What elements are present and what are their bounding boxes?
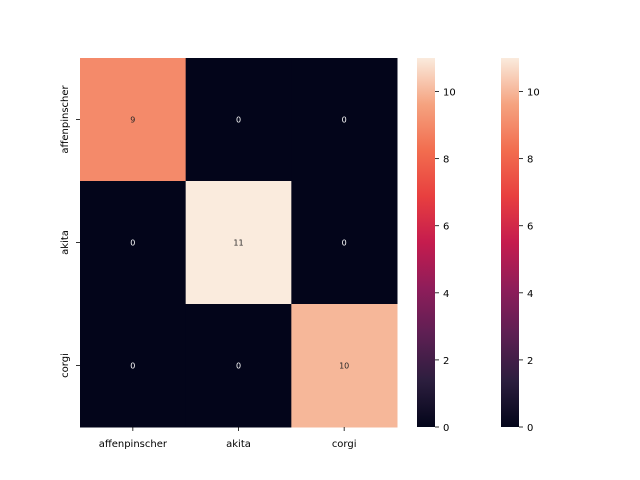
cell-annotation: 0: [342, 239, 347, 248]
colorbar-tick-label: 2: [527, 356, 533, 367]
heatmap-cell: [291, 181, 398, 305]
heatmap-cell: [185, 58, 292, 182]
colorbar-tick-label: 10: [443, 88, 456, 99]
x-tick-label: akita: [226, 439, 251, 450]
heatmap-cell: [185, 181, 292, 305]
cell-annotation: 0: [130, 362, 135, 371]
colorbar-tick-label: 6: [527, 222, 533, 233]
colorbar-tick-label: 8: [443, 155, 449, 166]
y-tick-label: corgi: [60, 353, 71, 378]
colorbar-tick-label: 2: [443, 356, 449, 367]
colorbar-tick-label: 0: [527, 423, 533, 434]
x-tick-label: affenpinscher: [99, 439, 168, 450]
y-axis: affenpinscher akita corgi: [60, 84, 80, 378]
cell-annotation: 0: [342, 116, 347, 125]
heatmap-cell: [291, 304, 398, 428]
heatmap-cell: [80, 304, 187, 428]
colorbar: 0 2 4 6 8 10: [501, 58, 540, 434]
x-axis: affenpinscher akita corgi: [99, 427, 357, 450]
cell-annotation: 9: [130, 116, 135, 125]
cell-annotation: 0: [236, 362, 241, 371]
colorbar-tick-label: 0: [443, 423, 449, 434]
colorbar-tick-label: 6: [443, 222, 449, 233]
cell-annotation: 0: [236, 116, 241, 125]
heatmap-cell: [80, 181, 187, 305]
y-tick-label: affenpinscher: [60, 84, 71, 153]
colorbar-tick-label: 10: [527, 88, 540, 99]
heatmap-cell: [80, 58, 187, 182]
heatmap-cell: [291, 58, 398, 182]
colorbar: 0 2 4 6 8 10: [417, 58, 456, 434]
y-tick-label: akita: [60, 230, 71, 255]
colorbar-tick-label: 8: [527, 155, 533, 166]
cell-annotation: 10: [339, 362, 349, 371]
cell-annotation: 11: [233, 239, 243, 248]
colorbars: 0 2 4 6 8 10 0 2 4 6 8 10: [417, 58, 540, 434]
heatmap-cells: [80, 58, 398, 428]
x-tick-label: corgi: [332, 439, 357, 450]
heatmap-cell: [185, 304, 292, 428]
heatmap-annotations: 9 0 0 0 11 0 0 0 10: [130, 116, 349, 371]
colorbar-tick-label: 4: [527, 289, 533, 300]
cell-annotation: 0: [130, 239, 135, 248]
colorbar-tick-label: 4: [443, 289, 449, 300]
